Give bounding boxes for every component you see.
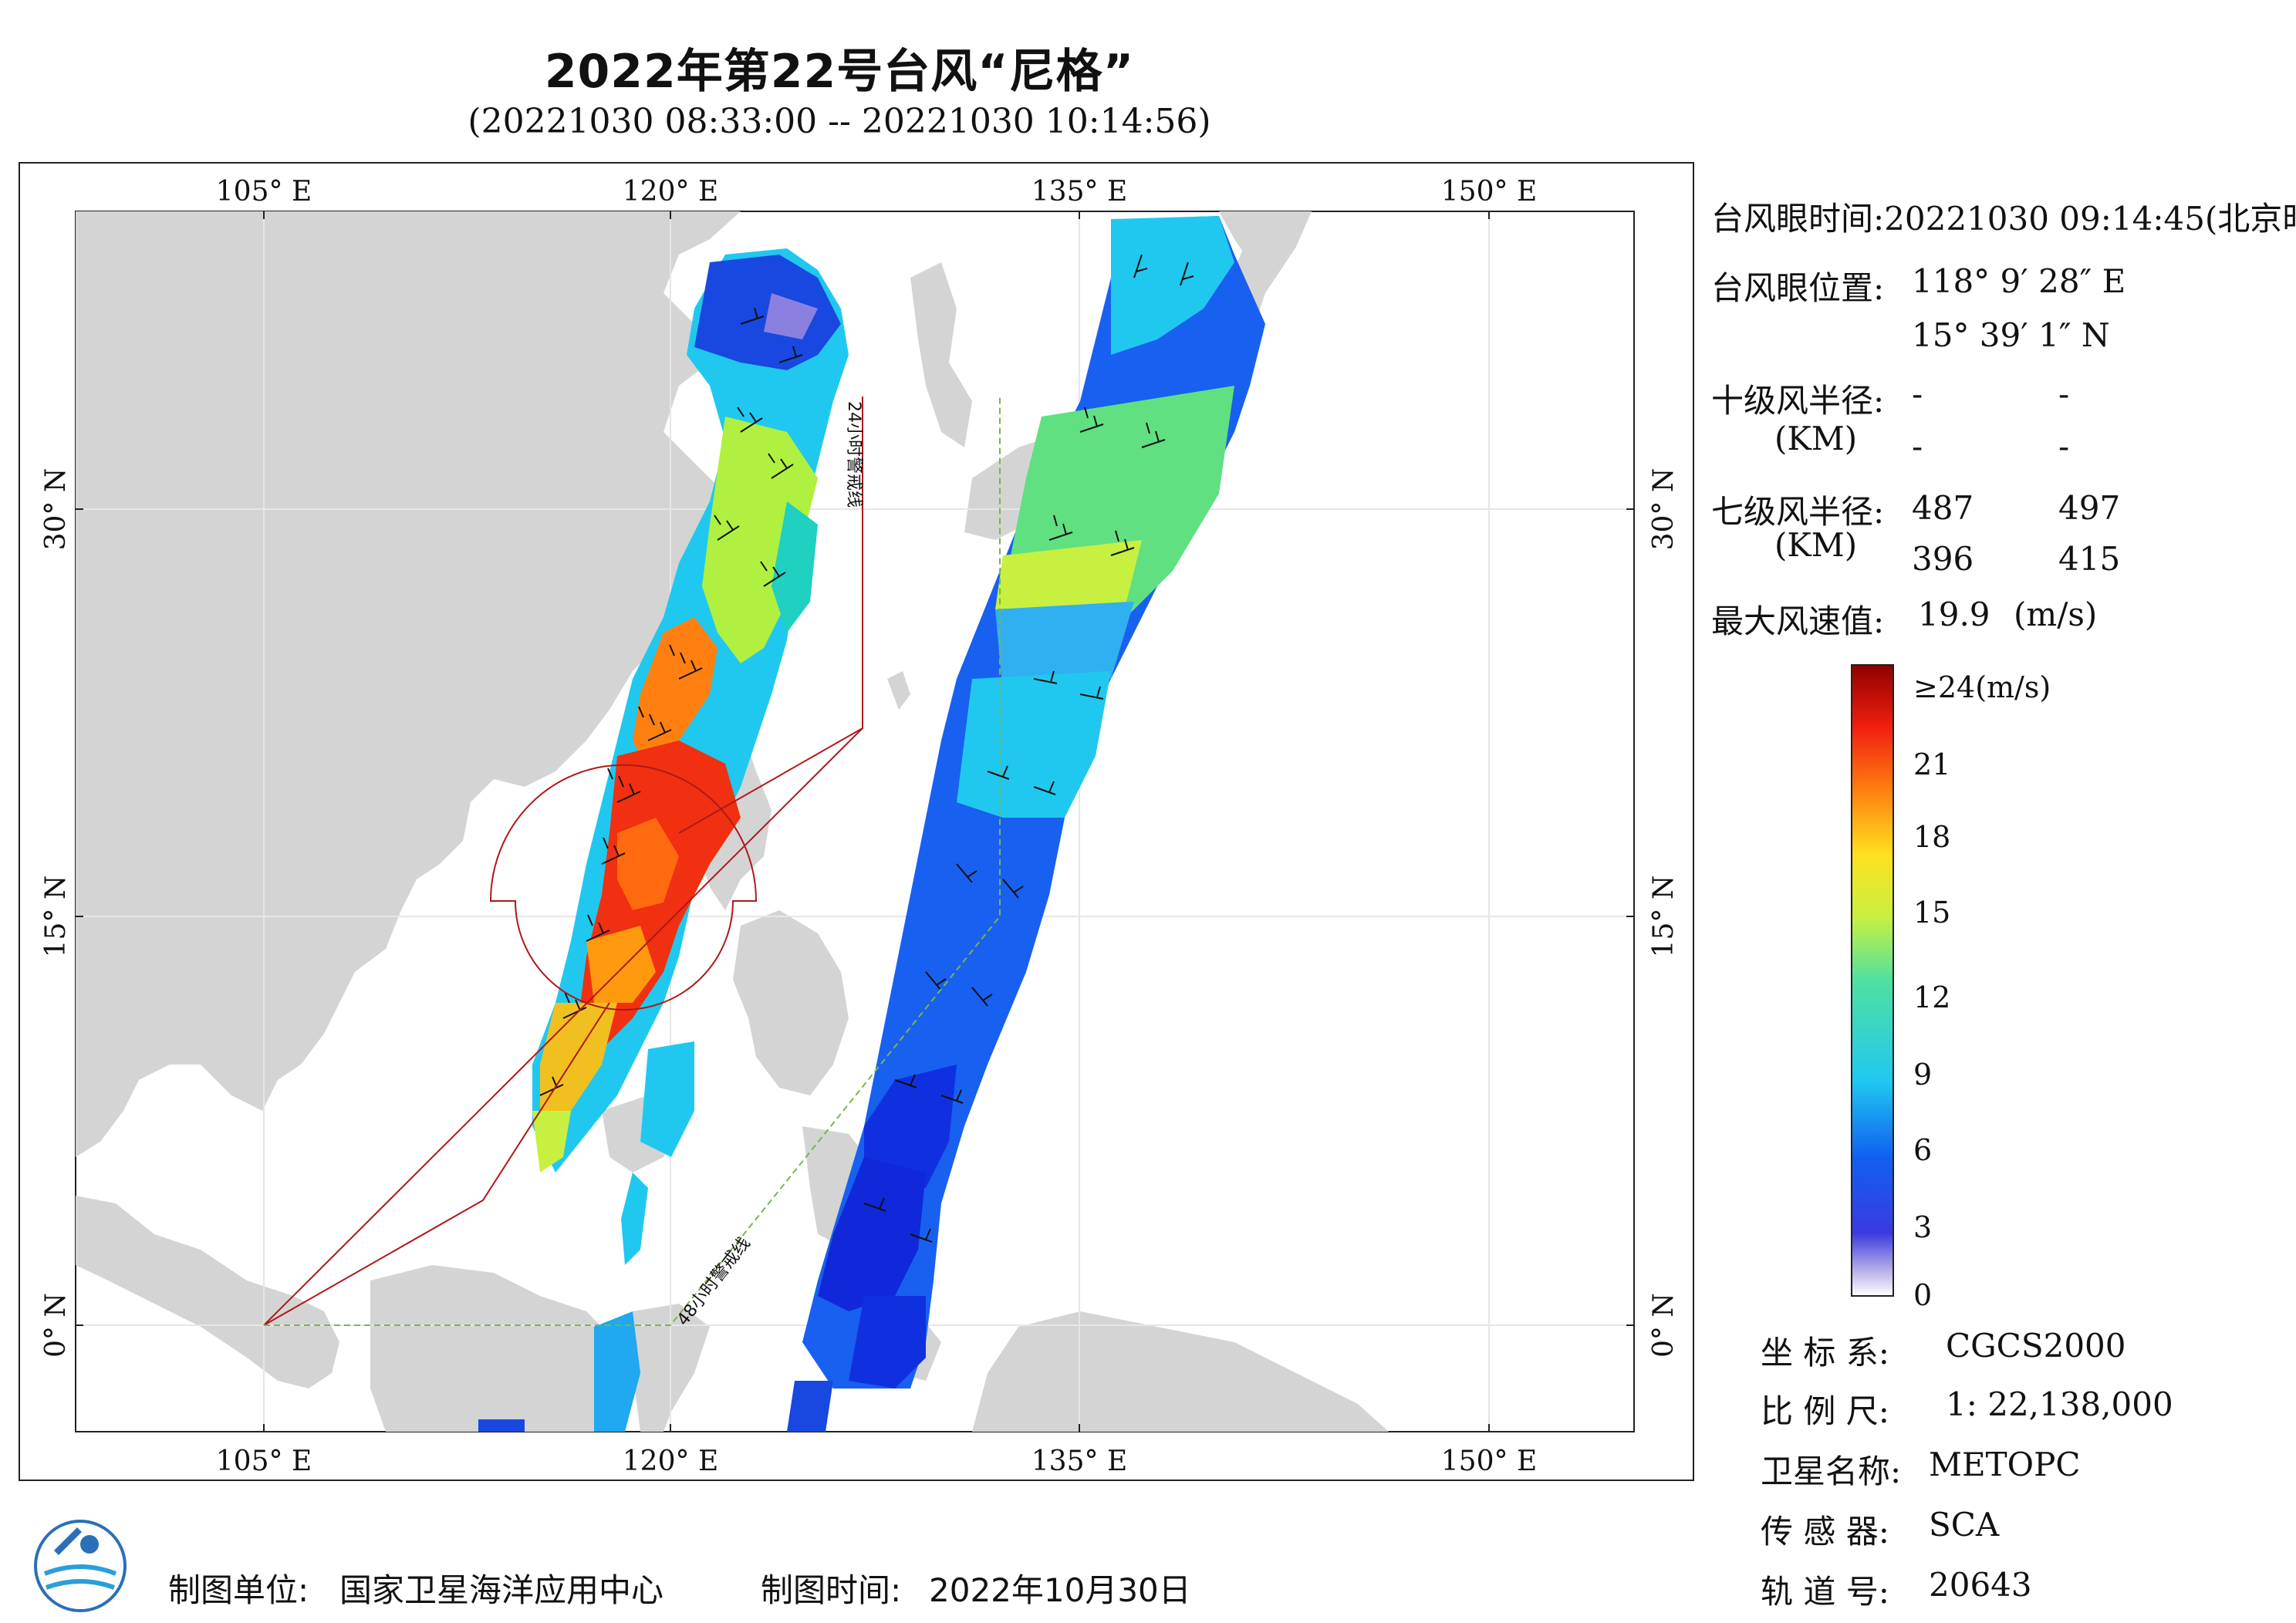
max-wind-label: 最大风速值:: [1711, 602, 1885, 640]
map-unit-label: 制图单位:: [168, 1571, 309, 1609]
r10-value: -: [2058, 427, 2070, 465]
scale-label: 比 例 尺:: [1761, 1392, 1889, 1430]
map-title: 2022年第22号台风“尼格”: [544, 45, 1135, 99]
colorbar-label: 21: [1913, 747, 1950, 781]
lon-tick-top: 105° E: [216, 176, 312, 208]
eye-position-row: 台风眼位置: 118° 9′ 28″ E: [1711, 262, 2125, 309]
eye-time-value: 20221030 09:14:45(北京时): [1884, 200, 2296, 238]
map-unit-value: 国家卫星海洋应用中心: [339, 1571, 664, 1609]
r10-value: -: [1912, 375, 1923, 413]
eye-position-label: 台风眼位置:: [1711, 269, 1885, 307]
lat-tick-left: 30° N: [40, 468, 72, 551]
map-date-label: 制图时间:: [761, 1571, 902, 1609]
lon-tick-bottom: 135° E: [1032, 1446, 1127, 1477]
orbit-value: 20643: [1929, 1566, 2032, 1604]
agency-logo: [34, 1520, 127, 1612]
warning-lines: [263, 396, 1001, 1326]
r10-value: -: [2058, 375, 2070, 413]
r10-unit: (KM): [1774, 420, 1858, 457]
sensor-value: SCA: [1929, 1506, 2000, 1544]
satellite-label: 卫星名称:: [1761, 1453, 1902, 1490]
wind-swath-east: [478, 216, 1265, 1432]
lon-tick-bottom: 120° E: [623, 1446, 718, 1477]
lon-tick-top: 150° E: [1441, 176, 1537, 208]
r7-label: 七级风半径:: [1711, 493, 1885, 531]
lat-tick-left: 15° N: [40, 876, 72, 958]
max-wind-value: 19.9: [1918, 596, 1990, 633]
colorbar-label: 15: [1913, 896, 1950, 930]
wind-radius-circle: [489, 764, 758, 1011]
eye-time-label: 台风眼时间:: [1711, 200, 1885, 238]
sensor-label: 传 感 器:: [1761, 1513, 1889, 1550]
r7-value: 487: [1912, 489, 1974, 527]
warning-24h-label: 24小时警戒线: [844, 401, 863, 508]
colorbar-label: 12: [1913, 980, 1950, 1014]
lat-tick-right: 15° N: [1648, 876, 1680, 958]
crs-label: 坐 标 系:: [1761, 1334, 1889, 1372]
wind-swath-west: [532, 248, 849, 1432]
eye-latitude: 15° 39′ 1″ N: [1912, 316, 2110, 354]
r7-value: 396: [1912, 540, 1974, 578]
colorbar-label: 3: [1913, 1210, 1932, 1244]
wind-barbs: [539, 254, 1194, 1243]
lat-tick-right: 30° N: [1648, 468, 1680, 551]
r7-unit: (KM): [1774, 526, 1858, 564]
scale-value: 1: 22,138,000: [1946, 1385, 2173, 1423]
eye-time-row: 台风眼时间:20221030 09:14:45(北京时): [1711, 193, 2296, 240]
lon-tick-top: 120° E: [623, 176, 718, 208]
colorbar: [1851, 664, 1894, 1297]
lon-tick-bottom: 105° E: [216, 1446, 312, 1477]
map-date-value: 2022年10月30日: [929, 1571, 1191, 1609]
map-subtitle: (20221030 08:33:00 -- 20221030 10:14:56): [468, 102, 1211, 141]
r10-value: -: [1912, 427, 1923, 465]
r10-label: 十级风半径:: [1711, 382, 1885, 420]
crs-value: CGCS2000: [1946, 1327, 2126, 1365]
colorbar-label: 6: [1913, 1133, 1932, 1167]
max-wind-unit: (m/s): [2014, 596, 2098, 633]
r7-value: 497: [2058, 489, 2121, 527]
lat-tick-left: 0° N: [40, 1293, 72, 1358]
colorbar-label: ≥24(m/s): [1913, 670, 2051, 704]
eye-longitude: 118° 9′ 28″ E: [1912, 262, 2126, 300]
lat-tick-right: 0° N: [1648, 1293, 1680, 1358]
colorbar-label: 18: [1913, 820, 1950, 854]
lon-tick-top: 135° E: [1032, 176, 1127, 208]
colorbar-label: 9: [1913, 1058, 1932, 1092]
r7-value: 415: [2058, 540, 2121, 578]
satellite-value: METOPC: [1929, 1446, 2081, 1483]
lon-tick-bottom: 150° E: [1441, 1446, 1537, 1477]
map-frame: [19, 162, 1694, 1481]
axis-ticks: [76, 211, 1634, 1432]
orbit-label: 轨 道 号:: [1761, 1573, 1889, 1611]
colorbar-label: 0: [1913, 1278, 1932, 1312]
